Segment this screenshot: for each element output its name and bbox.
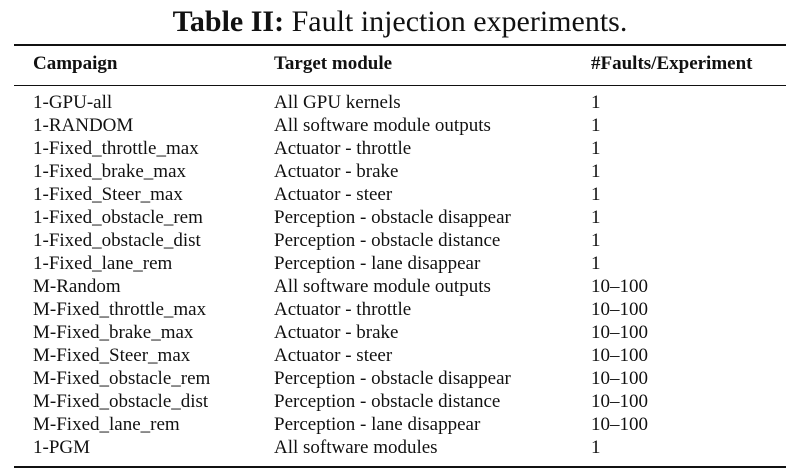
target-module-cell: Perception - obstacle disappear	[274, 207, 511, 228]
target-module-cell: Perception - obstacle disappear	[274, 368, 511, 389]
table-header-rule	[14, 85, 786, 86]
faults-cell: 10–100	[591, 391, 648, 412]
campaign-cell: 1-RANDOM	[33, 115, 134, 136]
faults-cell: 1	[591, 253, 601, 274]
target-module-cell: All software modules	[274, 437, 438, 458]
faults-cell: 1	[591, 138, 601, 159]
target-module-cell: Perception - lane disappear	[274, 414, 481, 435]
table-row: 1-Fixed_brake_max Actuator - brake 1	[0, 160, 800, 183]
campaign-cell: M-Fixed_lane_rem	[33, 414, 180, 435]
target-module-cell: Actuator - brake	[274, 161, 399, 182]
campaign-cell: M-Fixed_obstacle_rem	[33, 368, 211, 389]
campaign-cell: 1-Fixed_brake_max	[33, 161, 187, 182]
table-row: M-Fixed_obstacle_dist Perception - obstac…	[0, 390, 800, 413]
table-caption-label: Table II:	[172, 5, 285, 38]
faults-cell: 1	[591, 207, 601, 228]
table-row: M-Fixed_throttle_max Actuator - throttle 1…	[0, 298, 800, 321]
table-row: 1-Fixed_throttle_max Actuator - throttle 1	[0, 137, 800, 160]
target-module-cell: All software module outputs	[274, 276, 491, 297]
table-row: M-Fixed_lane_rem Perception - lane disapp…	[0, 413, 800, 436]
table-row: M-Fixed_brake_max Actuator - brake 10–100	[0, 321, 800, 344]
table-bottom-rule	[14, 466, 786, 468]
table-caption-text: Fault injection experiments.	[284, 5, 628, 38]
faults-cell: 1	[591, 115, 601, 136]
faults-cell: 10–100	[591, 345, 648, 366]
faults-cell: 10–100	[591, 414, 648, 435]
faults-cell: 10–100	[591, 368, 648, 389]
faults-cell: 1	[591, 437, 601, 458]
table-top-rule	[14, 44, 786, 46]
campaign-cell: 1-GPU-all	[33, 92, 113, 113]
target-module-cell: Actuator - throttle	[274, 138, 412, 159]
table-row: 1-Fixed_Steer_max Actuator - steer 1	[0, 183, 800, 206]
target-module-cell: Perception - lane disappear	[274, 253, 481, 274]
table-caption: Table II: Fault injection experiments.	[0, 4, 800, 40]
faults-cell: 1	[591, 230, 601, 251]
faults-cell: 10–100	[591, 276, 648, 297]
header-campaign: Campaign	[33, 53, 118, 74]
table-row: M-Random All software module outputs 10–10…	[0, 275, 800, 298]
target-module-cell: All software module outputs	[274, 115, 491, 136]
target-module-cell: Actuator - steer	[274, 184, 393, 205]
target-module-cell: All GPU kernels	[274, 92, 401, 113]
campaign-cell: 1-Fixed_lane_rem	[33, 253, 173, 274]
table-row: 1-Fixed_obstacle_rem Perception - obstacl…	[0, 206, 800, 229]
table-row: 1-Fixed_obstacle_dist Perception - obstac…	[0, 229, 800, 252]
target-module-cell: Perception - obstacle distance	[274, 391, 501, 412]
target-module-cell: Actuator - throttle	[274, 299, 412, 320]
header-faults-per-experiment: #Faults/Experiment	[591, 53, 753, 74]
target-module-cell: Perception - obstacle distance	[274, 230, 501, 251]
table-row: 1-GPU-all All GPU kernels 1	[0, 91, 800, 114]
table-row: 1-RANDOM All software module outputs 1	[0, 114, 800, 137]
faults-cell: 10–100	[591, 322, 648, 343]
faults-cell: 1	[591, 161, 601, 182]
campaign-cell: M-Fixed_throttle_max	[33, 299, 207, 320]
table-row: M-Fixed_obstacle_rem Perception - obstacl…	[0, 367, 800, 390]
target-module-cell: Actuator - steer	[274, 345, 393, 366]
campaign-cell: 1-Fixed_obstacle_rem	[33, 207, 203, 228]
campaign-cell: M-Random	[33, 276, 121, 297]
faults-cell: 1	[591, 184, 601, 205]
campaign-cell: 1-PGM	[33, 437, 91, 458]
campaign-cell: 1-Fixed_throttle_max	[33, 138, 199, 159]
target-module-cell: Actuator - brake	[274, 322, 399, 343]
faults-cell: 10–100	[591, 299, 648, 320]
table-row: 1-Fixed_lane_rem Perception - lane disapp…	[0, 252, 800, 275]
faults-cell: 1	[591, 92, 601, 113]
campaign-cell: M-Fixed_brake_max	[33, 322, 194, 343]
table-row: 1-PGM All software modules 1	[0, 436, 800, 459]
table-body: 1-GPU-all All GPU kernels 1 1-RANDOM All sof…	[0, 91, 800, 459]
campaign-cell: M-Fixed_obstacle_dist	[33, 391, 209, 412]
campaign-cell: 1-Fixed_Steer_max	[33, 184, 183, 205]
table-row: M-Fixed_Steer_max Actuator - steer 10–100	[0, 344, 800, 367]
campaign-cell: M-Fixed_Steer_max	[33, 345, 191, 366]
campaign-cell: 1-Fixed_obstacle_dist	[33, 230, 201, 251]
header-target-module: Target module	[274, 53, 393, 74]
